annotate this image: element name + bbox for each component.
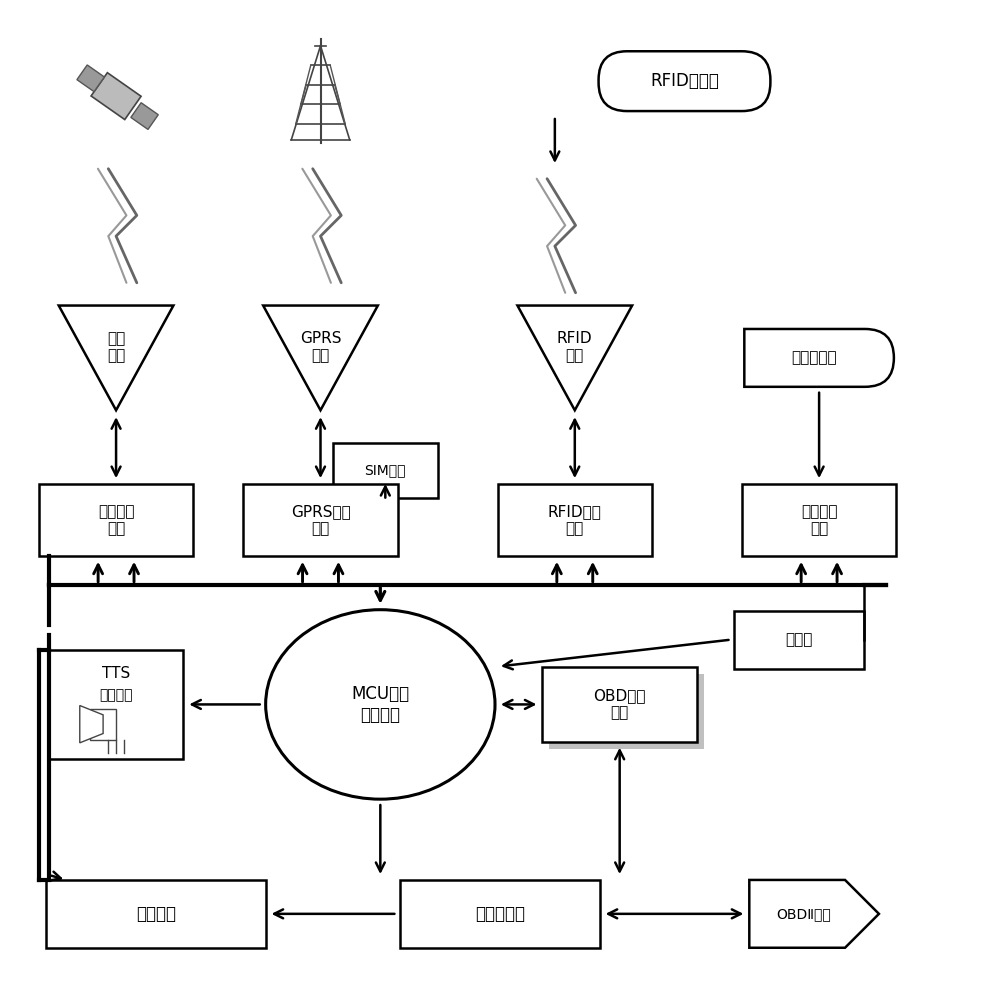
FancyBboxPatch shape: [400, 880, 600, 948]
FancyBboxPatch shape: [599, 51, 770, 111]
Text: OBDⅡ接口: OBDⅡ接口: [777, 907, 831, 921]
Polygon shape: [749, 880, 879, 948]
Bar: [77, 65, 104, 92]
Text: RFID阅读
模块: RFID阅读 模块: [548, 504, 602, 536]
FancyBboxPatch shape: [90, 709, 116, 740]
Text: MCU核心
处理系统: MCU核心 处理系统: [351, 685, 409, 724]
Text: GPRS
天线: GPRS 天线: [300, 331, 341, 364]
FancyBboxPatch shape: [333, 443, 438, 498]
Polygon shape: [517, 306, 632, 410]
FancyBboxPatch shape: [49, 650, 183, 759]
Bar: [131, 103, 158, 129]
Text: RFID
天线: RFID 天线: [557, 331, 593, 364]
Text: 数据连接线: 数据连接线: [475, 905, 525, 923]
PathPatch shape: [744, 329, 894, 387]
FancyBboxPatch shape: [91, 73, 141, 120]
Polygon shape: [59, 306, 173, 410]
Text: 电源模组: 电源模组: [136, 905, 176, 923]
Text: GPRS通讯
模块: GPRS通讯 模块: [291, 504, 350, 536]
FancyBboxPatch shape: [742, 484, 896, 556]
Ellipse shape: [266, 610, 495, 799]
FancyBboxPatch shape: [734, 611, 864, 669]
Text: 指纹传感器: 指纹传感器: [791, 350, 837, 365]
Text: TTS: TTS: [102, 666, 130, 681]
Text: 摄像头: 摄像头: [785, 632, 813, 647]
FancyBboxPatch shape: [46, 880, 266, 948]
Polygon shape: [263, 306, 378, 410]
FancyBboxPatch shape: [498, 484, 652, 556]
Text: 定位
天线: 定位 天线: [107, 331, 125, 364]
Bar: [549, 674, 704, 749]
FancyBboxPatch shape: [39, 484, 193, 556]
Text: SIM卡座: SIM卡座: [365, 463, 406, 477]
Polygon shape: [80, 706, 103, 743]
Text: 指纹识别
模块: 指纹识别 模块: [801, 504, 837, 536]
FancyBboxPatch shape: [243, 484, 398, 556]
Text: 语音播报: 语音播报: [99, 689, 133, 703]
Text: 卫星定位
模块: 卫星定位 模块: [98, 504, 134, 536]
Text: RFID身份卡: RFID身份卡: [650, 72, 719, 90]
FancyBboxPatch shape: [542, 667, 697, 742]
Text: OBD检测
模块: OBD检测 模块: [593, 688, 646, 721]
